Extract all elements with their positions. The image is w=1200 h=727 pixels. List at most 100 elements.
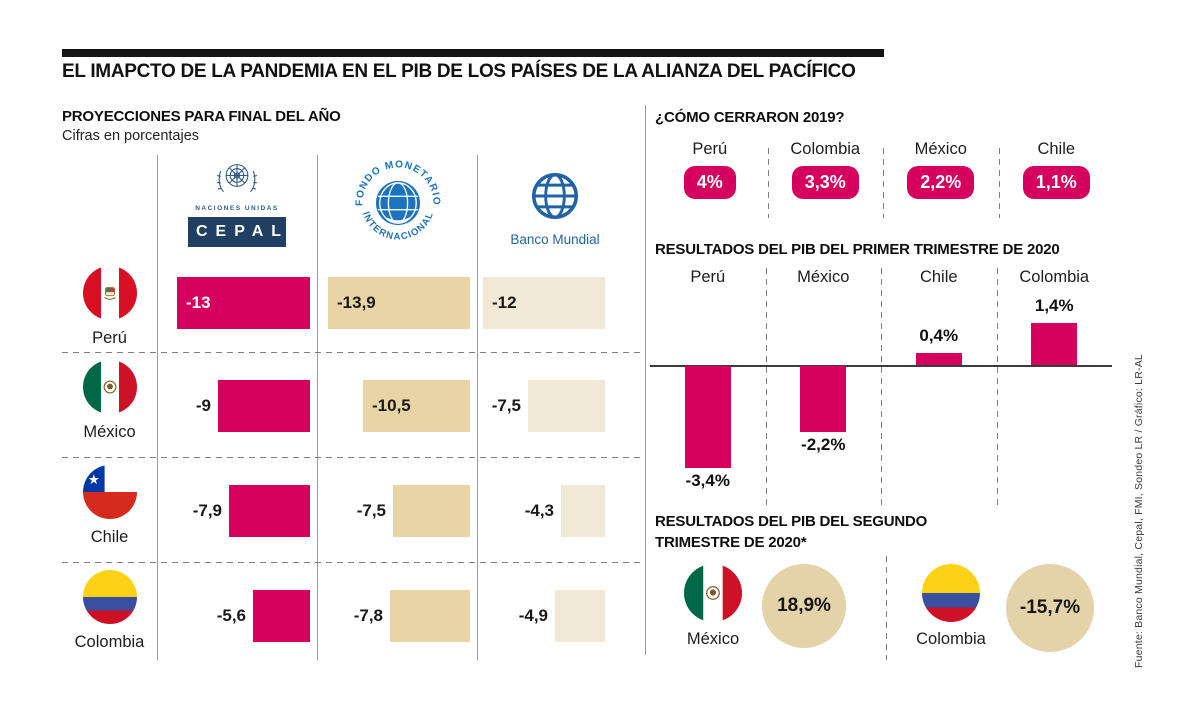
projection-bar-value: -4,3	[524, 501, 554, 520]
country-label: Colombia	[916, 630, 986, 648]
projection-bar	[253, 590, 310, 642]
gdp-2019-badge: 2,2%	[907, 166, 975, 199]
projection-row-peru: Perú -13 -13,9 -12	[62, 258, 640, 352]
projection-bar	[555, 590, 605, 642]
country-label: México	[83, 423, 136, 441]
badge-col-chile: Chile 1,1%	[999, 140, 1115, 199]
projection-bar	[229, 485, 310, 537]
projection-bar-value: -7,5	[356, 501, 386, 520]
grid-line	[157, 155, 158, 660]
q1-bar-chile	[915, 353, 962, 365]
cepal-wordmark: CEPAL	[188, 217, 286, 247]
column-separator	[881, 268, 882, 505]
grid-line	[317, 155, 318, 660]
country-label: Perú	[92, 329, 127, 347]
column-separator	[998, 148, 1000, 218]
chile-flag-icon: ★	[82, 465, 137, 519]
gdp-2019-badge: 1,1%	[1022, 166, 1090, 199]
country-label: México	[797, 268, 850, 286]
projection-bar-value: -7,8	[353, 606, 383, 625]
projection-bar-value: -7,5	[491, 396, 521, 415]
country-label: Chile	[1037, 140, 1076, 158]
projections-subtitle: Cifras en porcentajes	[62, 128, 200, 144]
svg-text:★: ★	[87, 472, 99, 488]
banco-mundial-label: Banco Mundial	[510, 232, 600, 247]
close-2019-chart: Perú 4% Colombia 3,3% México 2,2% Chile 1,1%	[652, 140, 1114, 222]
grid-line	[477, 155, 478, 660]
q1-bar-value: -3,4%	[685, 471, 730, 490]
projection-bar	[363, 380, 470, 432]
badge-col-peru: Perú 4%	[652, 140, 768, 199]
projection-bar	[561, 485, 605, 537]
country-label: Chile	[919, 268, 958, 286]
projection-bar	[390, 590, 470, 642]
row-separator	[62, 562, 640, 563]
projection-bar	[218, 380, 310, 432]
gdp-2019-badge: 3,3%	[791, 166, 859, 199]
country-label: Perú	[690, 268, 726, 286]
country-label: Colombia	[1019, 268, 1090, 286]
un-emblem-icon	[216, 164, 258, 193]
projection-bar-value: -12	[492, 293, 517, 312]
q1-bar-colombia	[1031, 323, 1078, 365]
mexico-flag-icon	[82, 360, 137, 414]
country-cell: ★ Chile	[62, 465, 157, 547]
country-label: Chile	[90, 528, 129, 546]
country-label: Colombia	[74, 633, 145, 651]
projection-bar-value: -4,9	[518, 606, 548, 625]
projection-bar	[328, 277, 470, 329]
q1-2020-chart: Perú -3,4% México -2,2% Chile 0,4% Colombia 1,4…	[650, 262, 1112, 507]
colombia-flag-icon	[82, 570, 137, 624]
q1-bar-value: -2,2%	[801, 435, 846, 454]
q2-flag-colombia	[922, 564, 980, 627]
page-title: EL IMAPCTO DE LA PANDEMIA EN EL PIB DE L…	[62, 61, 856, 82]
country-label: México	[686, 630, 740, 648]
q2-value-circle: -15,7%	[1006, 564, 1094, 652]
projection-bar-value: -5,6	[216, 606, 246, 625]
un-caption: NACIONES UNIDAS	[195, 205, 279, 212]
country-cell: México	[62, 360, 157, 442]
q1-2020-title: RESULTADOS DEL PIB DEL PRIMER TRIMESTRE …	[655, 241, 1060, 258]
section-divider	[645, 105, 646, 655]
q2-2020-title: RESULTADOS DEL PIB DEL SEGUNDO TRIMESTRE…	[655, 511, 927, 553]
badge-col-colombia: Colombia 3,3%	[768, 140, 884, 199]
mexico-flag-icon	[684, 564, 742, 622]
q2-flag-mexico	[684, 564, 742, 627]
projection-bar-value: -9	[195, 396, 211, 415]
banco-mundial-logo: Banco Mundial	[490, 167, 620, 247]
projection-row-colombia: Colombia -5,6 -7,8 -4,9	[62, 562, 640, 660]
badge-col-mexico: México 2,2%	[883, 140, 999, 199]
top-rule	[62, 49, 884, 57]
q2-2020-chart: México 18,9% Colombia -15,7%	[650, 556, 1112, 666]
projection-bar-value: -13,9	[337, 293, 376, 312]
projection-bar-value: -13	[186, 293, 211, 312]
peru-flag-icon	[82, 266, 137, 320]
cepal-logo: NACIONES UNIDAS CEPAL	[174, 161, 300, 247]
colombia-flag-icon	[922, 564, 980, 622]
country-cell: Perú	[62, 266, 157, 348]
projection-bar-value: -10,5	[372, 396, 411, 415]
projections-grid: NACIONES UNIDAS CEPAL FONDO MONETARIO IN…	[62, 155, 640, 660]
fmi-logo-icon: FONDO MONETARIO INTERNACIONAL	[354, 159, 440, 242]
projection-bar	[393, 485, 470, 537]
country-label: Perú	[692, 140, 728, 158]
q2-title-line2: TRIMESTRE DE 2020*	[655, 534, 807, 551]
row-separator	[62, 457, 640, 458]
country-cell: Colombia	[62, 570, 157, 652]
country-label: México	[914, 140, 967, 158]
source-credit: Fuente: Banco Mundial, Cepal, FMI, Sonde…	[1133, 354, 1145, 668]
q1-bar-mexico	[800, 366, 847, 432]
q1-bar-value: 0,4%	[919, 326, 959, 345]
q2-value-circle: 18,9%	[762, 564, 846, 648]
country-label: Colombia	[790, 140, 861, 158]
column-separator	[767, 148, 769, 218]
q1-bar-peru	[684, 366, 731, 468]
projection-bar	[177, 277, 310, 329]
column-separator	[883, 148, 884, 218]
projection-bar-value: -7,9	[192, 501, 222, 520]
close-2019-title: ¿CÓMO CERRARON 2019?	[655, 109, 845, 126]
gdp-2019-badge: 4%	[683, 166, 736, 199]
q2-title-line1: RESULTADOS DEL PIB DEL SEGUNDO	[655, 513, 928, 530]
projection-row-mexico: México -9 -10,5 -7,5	[62, 352, 640, 457]
